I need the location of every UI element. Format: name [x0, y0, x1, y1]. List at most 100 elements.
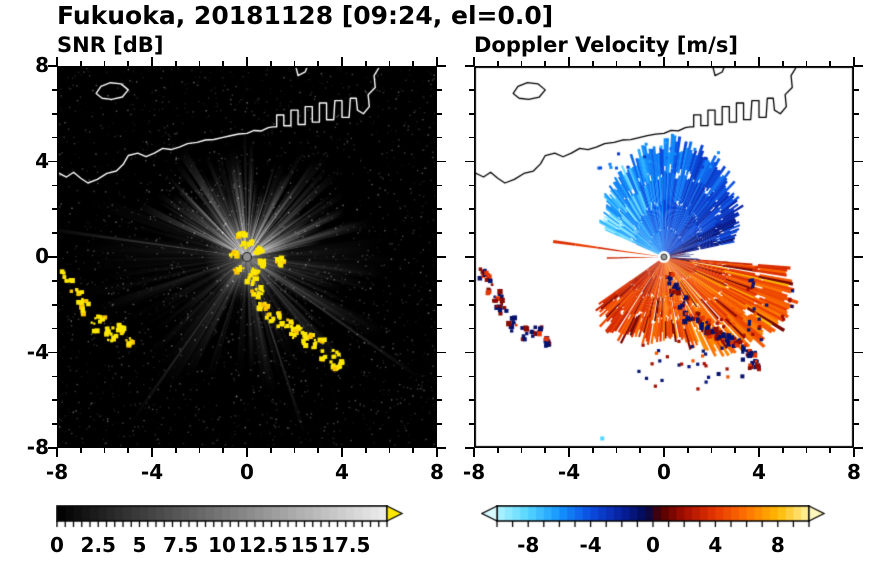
axis-tick [854, 303, 859, 306]
axis-tick [591, 448, 594, 453]
colorbar-tick-label: 17.5 [321, 533, 371, 557]
axis-tick [854, 375, 859, 378]
axis-tick [412, 61, 415, 66]
snr-colorbar: 0 2.5 5 7.5 10 12.5 15 17.5 [50, 505, 416, 565]
colorbar-tick-label: 4 [708, 533, 723, 557]
colorbar-tick-label: 0 [646, 533, 660, 557]
x-tick-label: 8 [847, 460, 861, 484]
y-tick-label: 4 [35, 148, 49, 173]
axis-tick [854, 423, 859, 425]
axis-tick [710, 61, 713, 66]
axis-tick [437, 447, 446, 449]
axis-tick [805, 448, 808, 453]
axis-tick [437, 112, 442, 115]
doppler-colorbar: -8 -4 0 4 8 [481, 505, 841, 565]
axis-tick [854, 184, 859, 187]
axis-tick [56, 448, 58, 457]
axis-tick [854, 280, 859, 282]
axis-tick [568, 57, 570, 66]
axis-tick [437, 184, 442, 187]
axis-tick [269, 61, 272, 66]
doppler-panel: -8 -4 0 4 8 [463, 57, 863, 484]
colorbar-tick-label: -4 [579, 533, 602, 557]
axis-tick [52, 184, 57, 187]
snr-panel: -8 -8 -4 -4 0 0 4 4 8 8 [27, 53, 446, 484]
axis-tick [48, 256, 57, 258]
axis-tick [317, 448, 320, 453]
snr-panel-title: SNR [dB] [57, 33, 164, 57]
axis-tick [465, 351, 474, 354]
axis-tick [437, 160, 446, 163]
axis-tick [758, 448, 760, 457]
axis-tick [473, 57, 475, 66]
axis-tick [52, 327, 57, 330]
axis-tick [437, 89, 442, 91]
axis-tick [854, 447, 863, 449]
axis-tick [469, 327, 474, 330]
axis-tick [663, 448, 665, 457]
axis-tick [496, 61, 499, 66]
axis-tick [412, 448, 415, 453]
axis-tick [293, 61, 296, 66]
axis-tick [52, 89, 57, 91]
colorbar-tick-label: 15 [290, 533, 319, 557]
axis-tick [52, 280, 57, 282]
axis-tick [469, 89, 474, 91]
axis-tick [854, 256, 863, 258]
axis-tick [437, 256, 446, 258]
x-tick-label: 0 [657, 460, 671, 484]
axis-tick [269, 448, 272, 453]
axis-tick [469, 375, 474, 378]
axis-tick [639, 448, 642, 453]
axis-tick [52, 112, 57, 115]
axis-tick [781, 448, 784, 453]
axis-tick [52, 375, 57, 378]
x-tick-label: -8 [45, 460, 69, 484]
axis-tick [544, 61, 547, 66]
axis-tick [341, 57, 343, 66]
axis-tick [496, 448, 499, 453]
axis-tick [52, 423, 57, 425]
axis-tick [48, 351, 57, 354]
axis-tick [734, 61, 737, 66]
axis-tick [48, 160, 57, 163]
axis-tick [854, 327, 859, 330]
axis-tick [52, 399, 57, 402]
axis-tick [52, 232, 57, 234]
axis-tick [854, 351, 863, 354]
doppler-panel-title: Doppler Velocity [m/s] [474, 33, 738, 57]
axis-tick [854, 208, 859, 211]
axis-tick [56, 57, 58, 66]
axis-tick [854, 232, 859, 234]
axis-tick [465, 65, 474, 67]
doppler-colorbar-canvas [481, 505, 833, 531]
axis-tick [639, 61, 642, 66]
axis-tick [854, 112, 859, 115]
axis-tick [615, 448, 618, 453]
axis-tick [710, 448, 713, 453]
axis-tick [48, 65, 57, 67]
axis-tick [174, 448, 177, 453]
colorbar-tick-label: 10 [208, 533, 236, 557]
axis-tick [436, 57, 438, 66]
axis-tick [388, 448, 391, 453]
axis-tick [465, 256, 474, 258]
axis-tick [853, 57, 855, 66]
axis-tick [854, 89, 859, 91]
axis-tick [317, 61, 320, 66]
axis-tick [465, 160, 474, 163]
axis-tick [469, 303, 474, 306]
axis-tick [198, 61, 201, 66]
axis-tick [829, 448, 832, 453]
x-tick-label: 4 [752, 460, 766, 484]
axis-tick [174, 61, 177, 66]
axis-tick [198, 448, 201, 453]
colorbar-tick-label: 8 [770, 533, 785, 557]
axis-tick [364, 448, 367, 453]
axis-tick [52, 136, 57, 139]
axis-tick [341, 448, 343, 457]
axis-tick [103, 448, 106, 453]
axis-tick [854, 160, 863, 163]
axis-tick [222, 61, 225, 66]
